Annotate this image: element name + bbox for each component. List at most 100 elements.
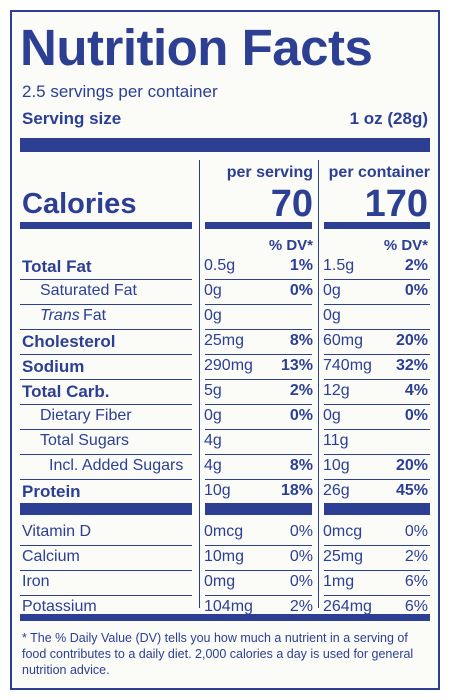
vitamin-name: Calcium	[22, 548, 80, 565]
row-divider	[205, 595, 312, 596]
row-divider	[20, 595, 192, 596]
container-amount: 11g	[323, 432, 349, 449]
row-divider	[20, 454, 192, 455]
serving-amount: 25mg	[204, 332, 245, 349]
container-amount: 0mcg	[323, 523, 363, 540]
row-divider	[324, 279, 430, 280]
nutrient-name-suffix: Fat	[83, 307, 107, 324]
row-divider	[324, 354, 430, 355]
column-divider-container	[318, 160, 319, 608]
container-dv: 2%	[404, 548, 428, 565]
nutrient-name: Total Fat	[22, 257, 92, 276]
row-divider	[205, 404, 312, 405]
serving-dv: 2%	[289, 382, 313, 399]
container-amount: 1mg	[323, 573, 355, 590]
container-dv: 2%	[404, 257, 428, 274]
serving-amount: 10mg	[204, 548, 245, 565]
vitamin-bar-label	[20, 503, 192, 515]
serving-dv: 8%	[289, 332, 313, 349]
serving-dv: 0%	[289, 407, 313, 424]
serving-amount: 10g	[204, 482, 231, 499]
row-divider	[324, 429, 430, 430]
nutrient-name: Total Sugars	[40, 432, 129, 449]
row-divider	[205, 354, 312, 355]
container-amount: 26g	[323, 482, 350, 499]
column-divider-serving	[199, 160, 200, 608]
row-divider	[205, 570, 312, 571]
row-divider	[324, 304, 430, 305]
per-serving-header: per serving	[226, 164, 313, 181]
serving-amount: 0g	[204, 307, 222, 324]
container-dv: 32%	[395, 357, 428, 374]
serving-dv: 1%	[289, 257, 313, 274]
nutrient-name: Cholesterol	[22, 332, 116, 351]
row-divider	[20, 329, 192, 330]
serving-dv: 0%	[289, 523, 313, 540]
row-divider	[324, 404, 430, 405]
vitamin-bar-container	[324, 503, 430, 515]
container-amount: 0g	[323, 407, 341, 424]
footer-bar	[20, 614, 430, 621]
calories-bar-label	[20, 222, 192, 229]
serving-size-label: Serving size	[22, 109, 122, 128]
panel-title: Nutrition Facts	[20, 19, 373, 76]
thick-divider	[20, 138, 430, 152]
calories-bar-serving	[205, 222, 312, 229]
serving-amount: 290mg	[204, 357, 253, 374]
row-divider	[20, 379, 192, 380]
container-dv: 20%	[395, 457, 428, 474]
serving-amount: 4g	[204, 432, 222, 449]
serving-dv: 13%	[280, 357, 313, 374]
row-divider	[324, 479, 430, 480]
row-divider	[205, 304, 312, 305]
container-amount: 12g	[323, 382, 350, 399]
container-dv: 45%	[395, 482, 428, 499]
row-divider	[20, 404, 192, 405]
container-dv: 6%	[404, 573, 428, 590]
row-divider	[20, 279, 192, 280]
serving-dv: 0%	[289, 548, 313, 565]
row-divider	[20, 354, 192, 355]
serving-dv: 0%	[289, 282, 313, 299]
container-amount: 740mg	[323, 357, 372, 374]
calories-label: Calories	[22, 188, 137, 220]
serving-dv: 0%	[289, 573, 313, 590]
container-dv: 0%	[404, 282, 428, 299]
serving-dv: 8%	[289, 457, 313, 474]
row-divider	[205, 329, 312, 330]
serving-amount: 104mg	[204, 598, 253, 615]
row-divider	[324, 379, 430, 380]
row-divider	[205, 429, 312, 430]
container-amount: 10g	[323, 457, 350, 474]
row-divider	[324, 595, 430, 596]
container-amount: 60mg	[323, 332, 364, 349]
row-divider	[205, 379, 312, 380]
dv-header-serving: % DV*	[268, 237, 313, 254]
nutrition-facts-panel: Nutrition Facts 2.5 servings per contain…	[10, 10, 440, 690]
daily-value-footnote: * The % Daily Value (DV) tells you how m…	[22, 631, 414, 677]
calories-per-container: 170	[364, 183, 428, 225]
nutrient-name: Protein	[22, 482, 81, 501]
serving-amount: 4g	[204, 457, 222, 474]
row-divider	[20, 479, 192, 480]
container-dv: 6%	[404, 598, 428, 615]
per-container-header: per container	[328, 164, 430, 181]
serving-amount: 0.5g	[204, 257, 236, 274]
calories-bar-container	[324, 222, 430, 229]
vitamin-name: Iron	[22, 573, 50, 590]
vitamin-name: Potassium	[22, 598, 97, 615]
container-dv: 0%	[404, 523, 428, 540]
nutrient-name: Trans	[40, 307, 80, 324]
serving-dv: 18%	[280, 482, 313, 499]
container-amount: 1.5g	[323, 257, 355, 274]
container-dv: 4%	[404, 382, 428, 399]
nutrient-name: Saturated Fat	[40, 282, 137, 299]
row-divider	[20, 304, 192, 305]
row-divider	[205, 545, 312, 546]
serving-amount: 5g	[204, 382, 222, 399]
container-amount: 0g	[323, 282, 341, 299]
row-divider	[20, 545, 192, 546]
row-divider	[20, 429, 192, 430]
row-divider	[20, 570, 192, 571]
container-dv: 0%	[404, 407, 428, 424]
